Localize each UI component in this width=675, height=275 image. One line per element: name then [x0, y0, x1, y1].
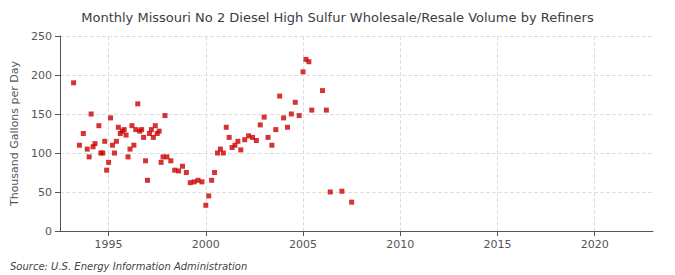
svg-text:150: 150: [31, 108, 52, 121]
svg-text:2010: 2010: [386, 238, 414, 251]
svg-text:2015: 2015: [483, 238, 511, 251]
svg-text:2020: 2020: [581, 238, 609, 251]
svg-text:Thousand Gallons per Day: Thousand Gallons per Day: [8, 60, 21, 207]
svg-text:200: 200: [31, 69, 52, 82]
svg-text:1995: 1995: [95, 238, 123, 251]
svg-text:250: 250: [31, 30, 52, 43]
svg-text:2005: 2005: [289, 238, 317, 251]
svg-text:Source: U.S. Energy Informatio: Source: U.S. Energy Information Administ…: [10, 261, 247, 272]
svg-text:100: 100: [31, 147, 52, 160]
svg-text:0: 0: [45, 225, 52, 238]
svg-text:50: 50: [38, 186, 52, 199]
svg-text:2000: 2000: [192, 238, 220, 251]
svg-text:Monthly Missouri No 2 Diesel H: Monthly Missouri No 2 Diesel High Sulfur…: [81, 10, 594, 25]
